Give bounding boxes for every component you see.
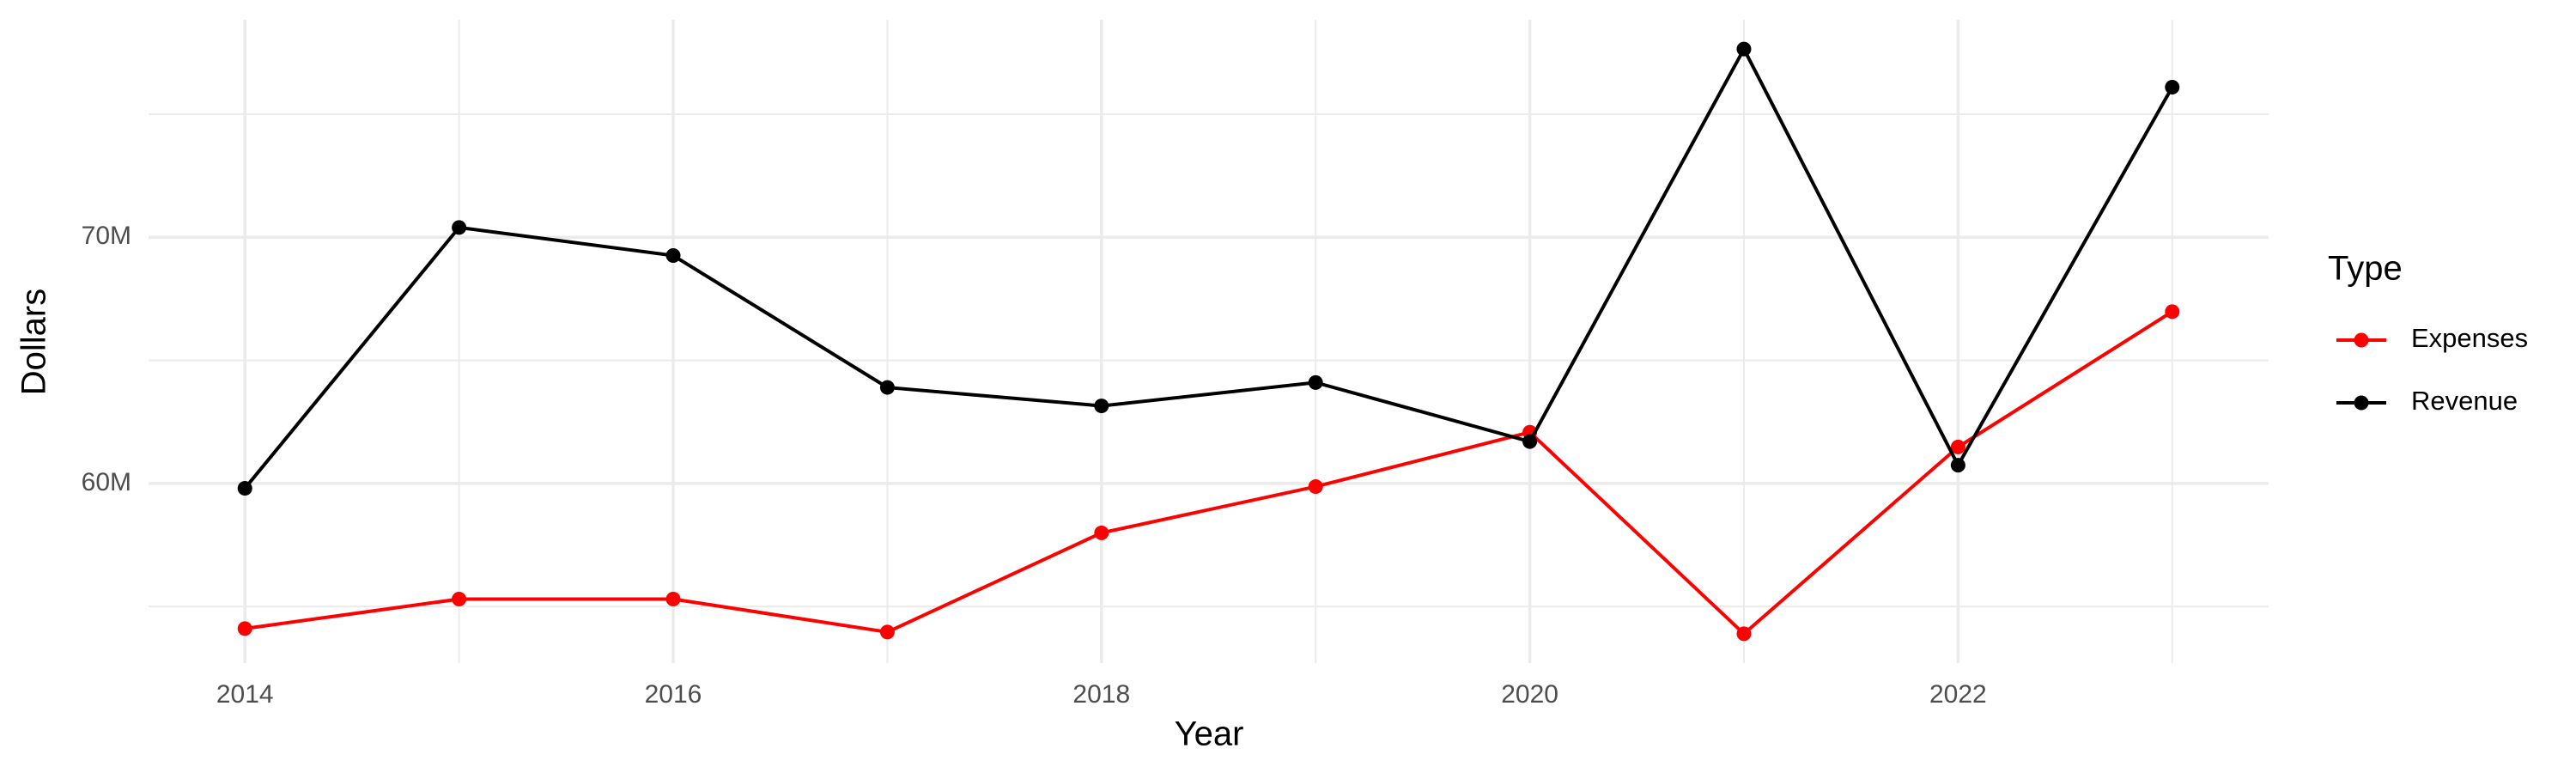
legend-label: Expenses: [2411, 323, 2528, 353]
data-point: [237, 481, 252, 496]
data-point: [452, 592, 467, 607]
x-tick-label: 2014: [216, 680, 274, 709]
series-line: [243, 45, 2174, 490]
data-point: [1094, 399, 1109, 414]
series-line: [244, 310, 2173, 636]
data-point: [2165, 80, 2180, 95]
data-point: [1308, 479, 1323, 495]
data-point: [1736, 626, 1752, 642]
grid: [149, 20, 2269, 663]
data-point: [237, 621, 252, 636]
data-point: [452, 220, 467, 235]
data-point: [2165, 304, 2180, 320]
legend-key-point: [2354, 332, 2369, 348]
x-tick-label: 2022: [1929, 680, 1987, 709]
data-point: [665, 592, 681, 607]
legend-key-point: [2354, 395, 2369, 411]
x-tick-label: 2016: [645, 680, 702, 709]
y-tick-label: 70M: [82, 222, 131, 250]
data-point: [1950, 458, 1965, 473]
data-point: [1308, 374, 1323, 390]
data-point: [1522, 434, 1538, 449]
legend-label: Revenue: [2411, 386, 2518, 416]
y-axis-title: Dollars: [15, 289, 53, 395]
x-tick-label: 2018: [1072, 680, 1130, 709]
data-point: [665, 247, 681, 263]
y-tick-label: 60M: [82, 468, 131, 496]
data-point: [1950, 439, 1965, 454]
x-axis-title: Year: [1175, 715, 1244, 753]
data-point: [1094, 525, 1109, 540]
data-point: [879, 380, 895, 395]
x-tick-label: 2020: [1501, 680, 1558, 709]
data-point: [1736, 41, 1752, 57]
data-point: [879, 624, 895, 640]
legend-title: Type: [2328, 250, 2403, 288]
